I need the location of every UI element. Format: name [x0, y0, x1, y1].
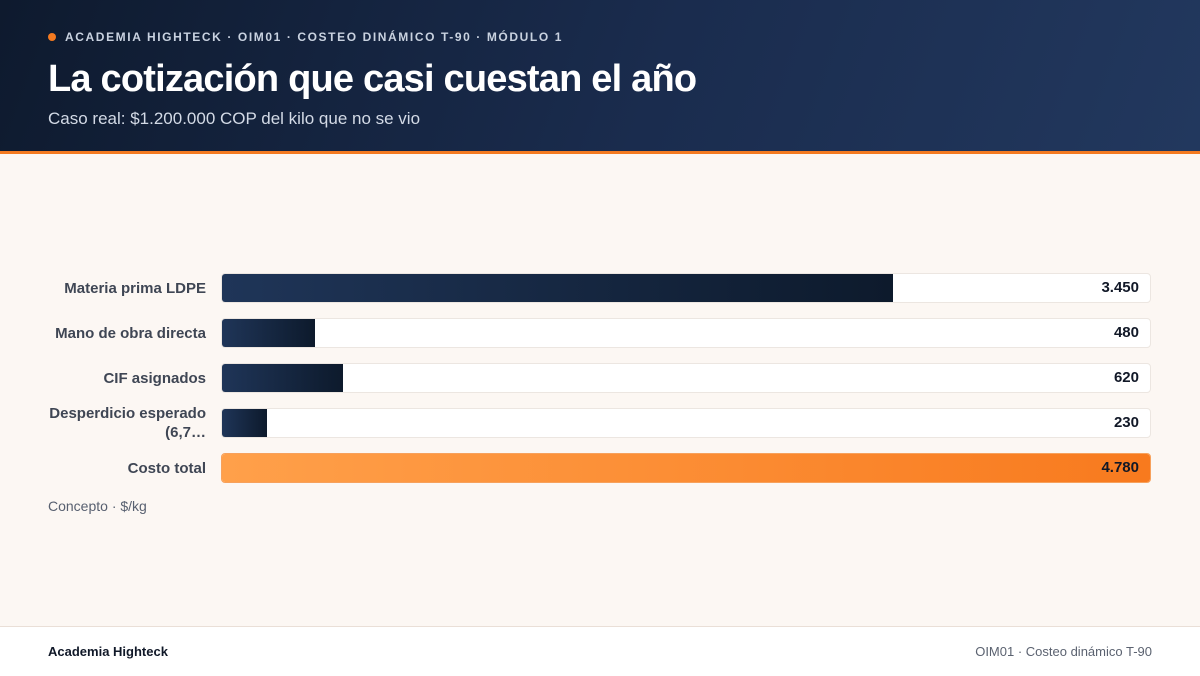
bar-value-label: 3.450: [1101, 279, 1139, 296]
footer: Academia Highteck OIM01 · Costeo dinámic…: [0, 626, 1200, 676]
footer-brand: Academia Highteck: [48, 644, 168, 659]
bar-total: [222, 454, 1150, 482]
accent-dot-icon: [48, 33, 56, 41]
category-label-line: CIF asignados: [103, 369, 206, 387]
category-label-line: Mano de obra directa: [55, 324, 206, 342]
bar: [222, 409, 267, 437]
category-label-line: (6,7…: [165, 424, 206, 441]
footer-course: OIM01 · Costeo dinámico T-90: [975, 644, 1152, 659]
bar-track: 620: [221, 363, 1151, 393]
header: ACADEMIA HIGHTECK · OIM01 · COSTEO DINÁM…: [0, 0, 1200, 154]
page-title: La cotización que casi cuestan el año: [48, 58, 697, 100]
bar-track: 3.450: [221, 273, 1151, 303]
category-label: Desperdicio esperado (6,7…: [20, 404, 206, 442]
category-label: Costo total: [20, 459, 206, 478]
category-label: Mano de obra directa: [20, 324, 206, 343]
bar: [222, 319, 315, 347]
axis-note: Concepto · $/kg: [48, 498, 147, 514]
bar: [222, 274, 893, 302]
category-label-line: Costo total: [127, 459, 206, 477]
bar: [222, 364, 343, 392]
bar-track: 230: [221, 408, 1151, 438]
bar-chart: Materia prima LDPE 3.450 Mano de obra dire…: [0, 260, 1200, 500]
eyebrow: ACADEMIA HIGHTECK · OIM01 · COSTEO DINÁM…: [48, 30, 563, 44]
bar-value-label: 480: [1113, 324, 1139, 341]
category-label-line: Desperdicio esperado: [49, 405, 206, 422]
bar-track: 4.780: [221, 453, 1151, 483]
category-label: CIF asignados: [20, 369, 206, 388]
page-subtitle: Caso real: $1.200.000 COP del kilo que n…: [48, 109, 421, 128]
bar-value-label: 620: [1113, 369, 1139, 386]
category-label-line: Materia prima LDPE: [64, 279, 206, 297]
bar-track: 480: [221, 318, 1151, 348]
eyebrow-text: ACADEMIA HIGHTECK · OIM01 · COSTEO DINÁM…: [65, 30, 563, 44]
bar-value-label: 4.780: [1101, 459, 1139, 476]
bar-value-label: 230: [1113, 414, 1139, 431]
category-label: Materia prima LDPE: [20, 279, 206, 298]
